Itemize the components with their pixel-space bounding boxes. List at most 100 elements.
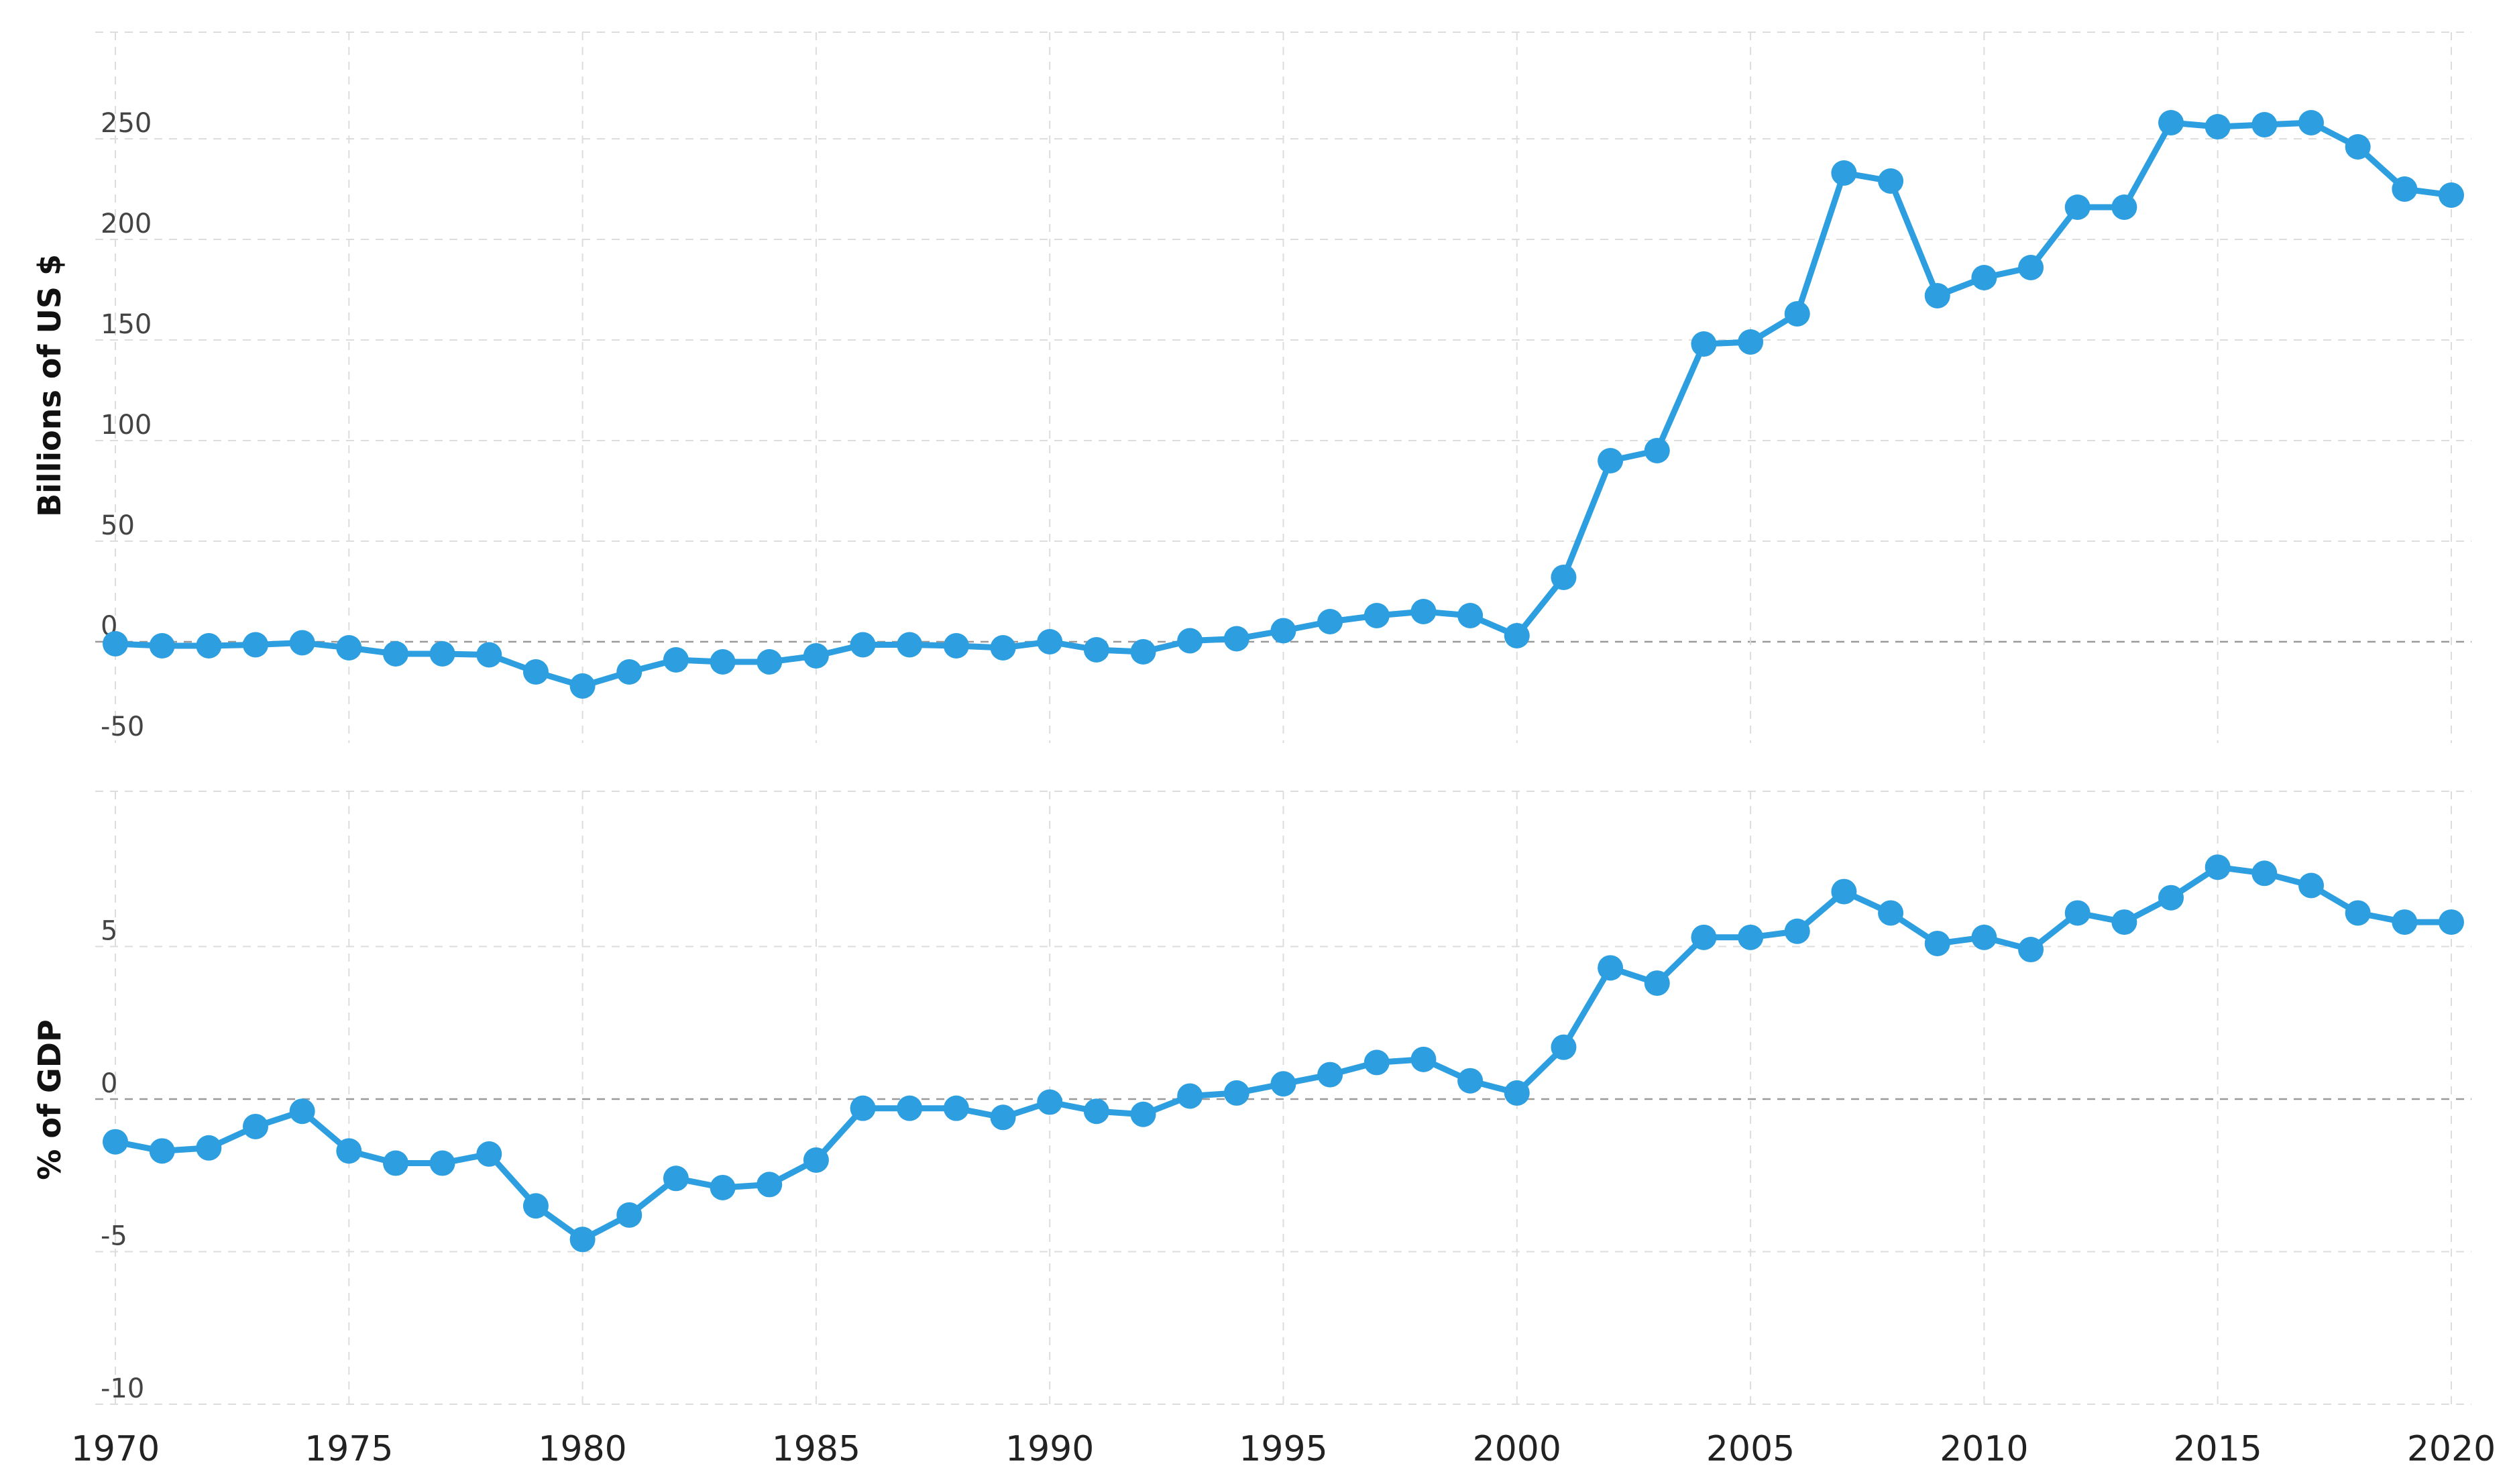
data-point-percent-gdp: [2064, 900, 2090, 926]
data-point-billions: [1691, 331, 1717, 357]
data-point-percent-gdp: [1831, 878, 1857, 905]
x-tick-label: 1975: [304, 1429, 393, 1469]
data-point-percent-gdp: [710, 1174, 736, 1200]
data-point-billions: [1878, 168, 1904, 194]
x-tick-label: 2015: [2174, 1429, 2262, 1469]
data-point-percent-gdp: [1784, 918, 1810, 944]
data-point-billions: [2158, 110, 2184, 135]
data-point-percent-gdp: [616, 1202, 643, 1228]
data-point-percent-gdp: [803, 1147, 829, 1173]
data-point-percent-gdp: [1363, 1049, 1390, 1076]
data-point-billions: [2205, 114, 2231, 139]
data-point-percent-gdp: [429, 1150, 455, 1176]
x-tick-label: 1990: [1005, 1429, 1094, 1469]
data-point-billions: [1644, 438, 1670, 463]
data-point-billions: [242, 632, 268, 658]
data-point-percent-gdp: [2018, 937, 2044, 963]
data-point-percent-gdp: [897, 1095, 923, 1121]
x-tick-label: 1995: [1239, 1429, 1327, 1469]
data-point-percent-gdp: [1504, 1080, 1530, 1106]
data-point-billions: [850, 632, 876, 658]
x-axis-ticks: 1970 1975 1980 1985 1990 1995 2000 2005 2010 2015…: [71, 1429, 2496, 1469]
data-point-billions: [103, 631, 128, 657]
data-point-billions: [1504, 623, 1530, 648]
y-tick-label-billions: 100: [101, 410, 152, 441]
data-point-percent-gdp: [663, 1165, 689, 1192]
data-point-percent-gdp: [2392, 909, 2418, 935]
data-point-billions: [1831, 160, 1857, 186]
data-point-billions: [1971, 265, 1997, 290]
x-tick-label: 2005: [1706, 1429, 1795, 1469]
data-point-billions: [1457, 603, 1484, 628]
data-point-percent-gdp: [1738, 924, 1764, 950]
data-point-percent-gdp: [850, 1095, 876, 1121]
data-point-billions: [1130, 639, 1156, 665]
data-point-percent-gdp: [1223, 1080, 1249, 1106]
data-point-billions: [149, 633, 175, 659]
data-point-billions: [1551, 565, 1577, 590]
data-point-percent-gdp: [757, 1172, 783, 1198]
data-point-billions: [990, 635, 1016, 661]
data-point-percent-gdp: [1177, 1083, 1203, 1109]
y-tick-label-percent-gdp: -5: [101, 1221, 127, 1252]
data-point-billions: [663, 647, 689, 673]
data-point-percent-gdp: [2205, 854, 2231, 880]
x-tick-label: 2000: [1473, 1429, 1561, 1469]
y-tick-label-billions: 200: [101, 209, 152, 239]
data-point-billions: [522, 659, 549, 685]
data-point-percent-gdp: [196, 1135, 222, 1161]
data-point-billions: [382, 641, 408, 667]
data-point-percent-gdp: [1410, 1046, 1437, 1072]
y-tick-label-billions: 250: [101, 108, 152, 139]
data-point-billions: [289, 630, 315, 656]
data-point-percent-gdp: [1551, 1034, 1577, 1060]
y-tick-label-percent-gdp: -10: [101, 1373, 144, 1404]
x-tick-label: 1970: [71, 1429, 160, 1469]
data-point-percent-gdp: [1924, 930, 1950, 956]
data-point-billions: [569, 673, 596, 699]
data-point-percent-gdp: [1037, 1089, 1063, 1115]
y-axis-label-percent-gdp: % of GDP: [32, 1019, 68, 1180]
data-point-billions: [2392, 176, 2418, 202]
data-point-percent-gdp: [242, 1113, 268, 1139]
data-point-billions: [2439, 182, 2464, 208]
y-tick-label-percent-gdp: 0: [101, 1068, 117, 1099]
data-point-percent-gdp: [1083, 1098, 1109, 1125]
data-point-billions: [2018, 255, 2044, 280]
data-point-percent-gdp: [2158, 884, 2184, 911]
y-tick-label-billions: 50: [101, 510, 135, 541]
data-point-billions: [196, 633, 222, 659]
data-point-billions: [1598, 448, 1624, 473]
data-point-percent-gdp: [289, 1098, 315, 1125]
x-tick-label: 2010: [1940, 1429, 2028, 1469]
y-tick-label-billions: 150: [101, 309, 152, 340]
data-point-billions: [429, 641, 455, 667]
x-tick-label: 1985: [772, 1429, 860, 1469]
panel-percent-gdp: 5 0 -5 -10 % of GDP: [32, 791, 2471, 1405]
data-point-billions: [1784, 301, 1810, 327]
data-point-percent-gdp: [2111, 909, 2137, 935]
data-point-percent-gdp: [103, 1129, 128, 1155]
x-tick-label: 1980: [538, 1429, 626, 1469]
y-tick-label-billions: -50: [101, 711, 144, 742]
data-point-percent-gdp: [382, 1150, 408, 1176]
data-point-billions: [1363, 603, 1390, 628]
data-point-percent-gdp: [2439, 909, 2464, 935]
data-point-percent-gdp: [1130, 1101, 1156, 1127]
data-point-billions: [476, 642, 502, 668]
data-point-percent-gdp: [1598, 955, 1624, 981]
data-point-percent-gdp: [149, 1138, 175, 1164]
data-point-percent-gdp: [1971, 924, 1997, 950]
data-point-billions: [2345, 134, 2371, 160]
data-point-billions: [1223, 626, 1249, 652]
data-point-percent-gdp: [1457, 1068, 1484, 1094]
data-point-billions: [616, 659, 643, 685]
x-tick-label: 2020: [2407, 1429, 2496, 1469]
data-point-billions: [2298, 110, 2325, 135]
data-point-percent-gdp: [1878, 900, 1904, 926]
data-point-billions: [757, 649, 783, 675]
data-point-billions: [1083, 637, 1109, 663]
data-point-percent-gdp: [990, 1104, 1016, 1131]
data-point-percent-gdp: [1644, 970, 1670, 996]
